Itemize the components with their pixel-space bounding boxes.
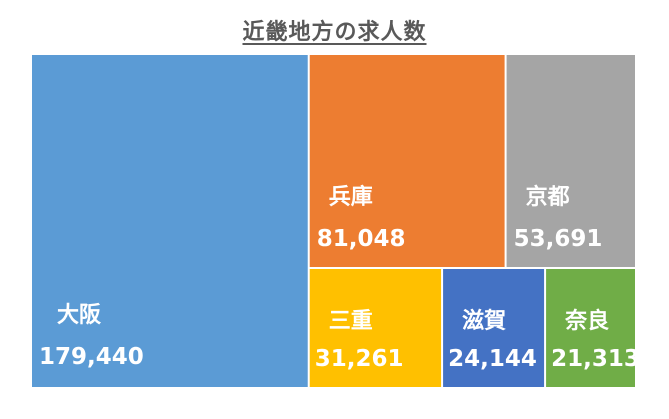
- treemap-tile-label: 兵庫: [329, 184, 373, 210]
- treemap-tile-value: 53,691: [514, 226, 603, 252]
- treemap-tile-0: 大阪 179,440: [32, 55, 308, 387]
- treemap-tile-value: 31,261: [315, 346, 404, 372]
- treemap-tile-rect: [309, 269, 442, 387]
- chart-title: 近畿地方の求人数: [242, 20, 427, 45]
- treemap-tile-value: 21,313: [551, 346, 640, 372]
- treemap-tile-rect: [506, 55, 635, 267]
- treemap-tile-value: 24,144: [448, 346, 537, 372]
- treemap-tile-2: 京都 53,691: [506, 55, 635, 267]
- treemap-tile-label: 三重: [329, 309, 373, 334]
- treemap-tile-rect: [309, 55, 505, 267]
- treemap-tile-1: 兵庫 81,048: [309, 55, 505, 267]
- treemap-tile-4: 滋賀 24,144: [443, 269, 545, 387]
- treemap-tile-label: 大阪: [57, 303, 101, 328]
- treemap-tile-label: 奈良: [564, 308, 609, 334]
- treemap-tile-5: 奈良 21,313: [546, 269, 640, 387]
- treemap-tile-rect: [546, 269, 635, 387]
- treemap-tile-3: 三重 31,261: [309, 269, 442, 387]
- treemap-tile-label: 滋賀: [462, 308, 506, 334]
- treemap-tile-value: 179,440: [39, 344, 144, 370]
- treemap-tile-rect: [32, 55, 308, 387]
- treemap-tile-rect: [443, 269, 545, 387]
- treemap-tile-value: 81,048: [317, 226, 406, 252]
- treemap-tile-label: 京都: [526, 184, 570, 210]
